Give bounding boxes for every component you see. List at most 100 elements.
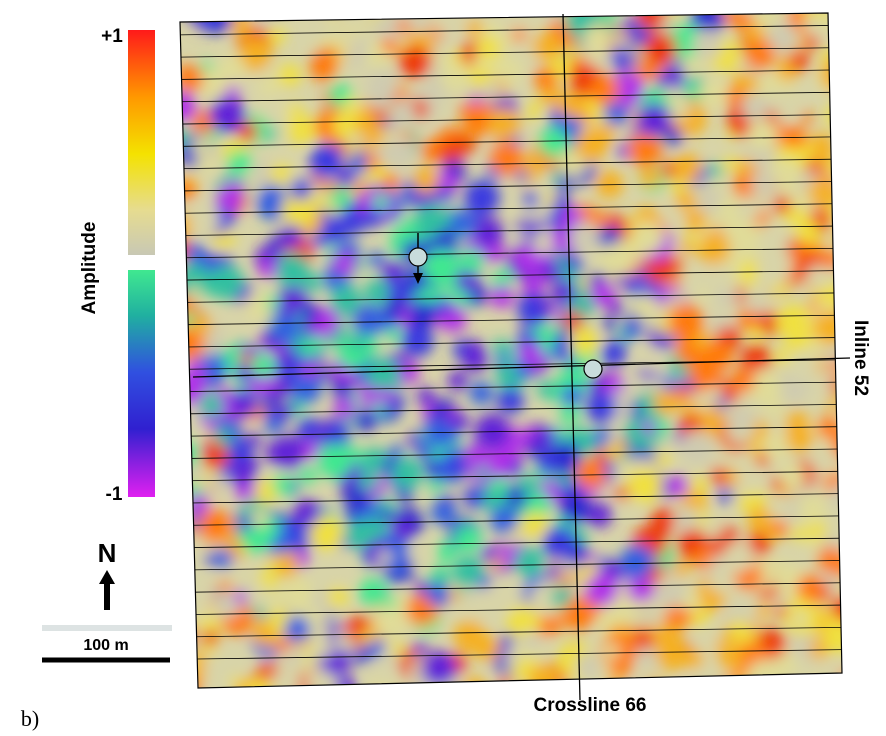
- amplitude-blob: [603, 242, 637, 276]
- amplitude-blob: [367, 683, 385, 701]
- amplitude-blob: [170, 404, 183, 417]
- amplitude-blob: [383, 136, 415, 168]
- amplitude-blob: [332, 113, 357, 138]
- amplitude-blob: [174, 654, 192, 672]
- amplitude-blob: [523, 512, 549, 538]
- amplitude-blob: [369, 251, 385, 267]
- inline-label: Inline 52: [850, 320, 871, 396]
- amplitude-blob: [432, 0, 467, 35]
- amplitude-blob: [272, 315, 300, 343]
- amplitude-blob: [175, 64, 203, 92]
- amplitude-blob: [599, 4, 616, 21]
- amplitude-blob: [189, 204, 219, 234]
- amplitude-blob: [513, 245, 540, 272]
- amplitude-blob: [761, 434, 787, 460]
- amplitude-blob: [217, 426, 231, 440]
- amplitude-blob: [705, 521, 722, 538]
- amplitude-blob: [761, 294, 779, 312]
- amplitude-blob: [273, 475, 294, 496]
- amplitude-blob: [427, 584, 450, 607]
- amplitude-blob: [257, 3, 273, 19]
- amplitude-blob: [192, 316, 212, 336]
- amplitude-blob: [473, 217, 504, 248]
- amplitude-blob: [796, 686, 819, 709]
- amplitude-blob: [589, 673, 610, 694]
- amplitude-blob: [648, 690, 666, 708]
- amplitude-blob: [316, 641, 333, 658]
- amplitude-blob: [334, 253, 356, 275]
- amplitude-blob: [529, 664, 560, 695]
- amplitude-blob: [466, 20, 483, 37]
- amplitude-blob: [551, 280, 576, 305]
- amplitude-blob: [330, 188, 351, 209]
- amplitude-blob: [515, 547, 545, 577]
- amplitude-blob: [793, 611, 808, 626]
- amplitude-blob: [287, 116, 316, 145]
- amplitude-blob: [509, 679, 526, 696]
- amplitude-blob: [656, 637, 690, 671]
- amplitude-blob: [423, 249, 459, 285]
- amplitude-blob: [379, 496, 391, 508]
- amplitude-blob: [378, 550, 392, 564]
- amplitude-blob: [656, 578, 685, 607]
- amplitude-blob: [623, 322, 640, 339]
- amplitude-blob: [202, 630, 218, 646]
- amplitude-blob: [585, 572, 619, 606]
- amplitude-blob: [487, 108, 520, 141]
- amplitude-blob: [747, 120, 778, 151]
- amplitude-blob: [537, 454, 558, 475]
- amplitude-blob: [735, 196, 761, 222]
- amplitude-blob: [346, 520, 374, 548]
- amplitude-blob: [446, 455, 467, 476]
- amplitude-blob: [568, 46, 581, 59]
- amplitude-blob: [413, 167, 439, 193]
- amplitude-blob: [698, 289, 711, 302]
- amplitude-blob: [343, 506, 357, 520]
- amplitude-blob: [230, 12, 255, 37]
- amplitude-blob: [178, 624, 196, 642]
- amplitude-blob: [674, 386, 690, 402]
- amplitude-blob: [728, 685, 743, 700]
- amplitude-blob: [756, 269, 777, 290]
- amplitude-blob: [525, 102, 542, 119]
- amplitude-blob: [829, 266, 847, 284]
- amplitude-blob: [320, 215, 348, 243]
- amplitude-blob: [785, 126, 808, 149]
- amplitude-blob: [302, 273, 321, 292]
- amplitude-blob: [723, 541, 754, 572]
- amplitude-blob: [811, 664, 842, 695]
- amplitude-blob: [630, 283, 644, 297]
- amplitude-blob: [521, 630, 542, 651]
- amplitude-blob: [169, 488, 186, 505]
- amplitude-blob: [841, 393, 860, 412]
- amplitude-blob: [481, 546, 497, 562]
- amplitude-blob: [830, 672, 855, 697]
- amplitude-blob: [796, 494, 827, 525]
- amplitude-blob: [293, 499, 320, 526]
- amplitude-blob: [286, 647, 305, 666]
- amplitude-blob: [839, 24, 861, 46]
- amplitude-blob: [259, 76, 279, 96]
- crossline-label: Crossline 66: [534, 695, 647, 716]
- amplitude-map: [159, 0, 871, 712]
- amplitude-blob: [473, 635, 500, 662]
- amplitude-blob: [806, 265, 831, 290]
- amplitude-blob: [571, 1, 598, 28]
- amplitude-blob: [159, 363, 192, 396]
- figure: +1 -1 Amplitude N 100 m Inline 52 Crossl…: [0, 0, 886, 736]
- amplitude-blob: [429, 479, 443, 493]
- amplitude-blob: [587, 380, 600, 393]
- amplitude-blob: [692, 547, 713, 568]
- amplitude-field: [159, 0, 871, 712]
- amplitude-blob: [280, 225, 303, 248]
- amplitude-blob: [668, 304, 704, 340]
- amplitude-blob: [455, 525, 482, 552]
- amplitude-blob: [398, 46, 431, 79]
- amplitude-blob: [193, 3, 222, 32]
- amplitude-blob: [620, 545, 654, 579]
- amplitude-blob: [576, 458, 607, 489]
- amplitude-blob: [746, 660, 782, 696]
- scale-bar-label: 100 m: [83, 637, 128, 654]
- amplitude-blob: [364, 447, 387, 470]
- amplitude-blob: [366, 358, 400, 392]
